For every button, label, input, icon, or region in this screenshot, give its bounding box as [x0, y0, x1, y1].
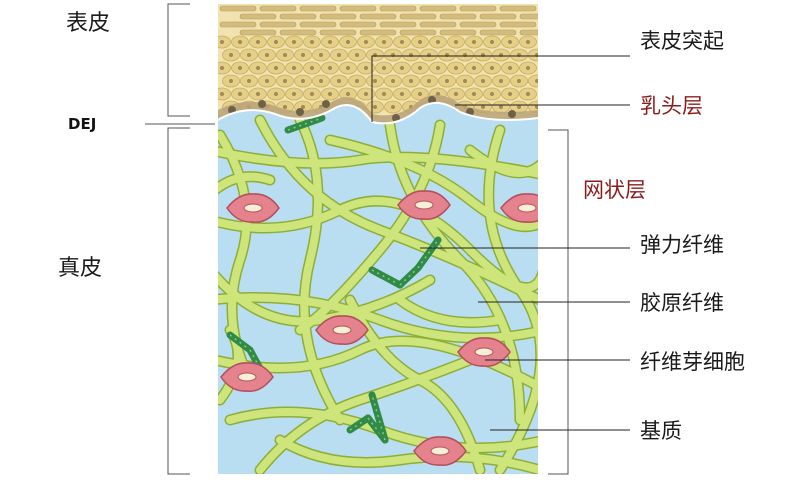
elastic-fiber-label: 弹力纤维: [640, 233, 724, 257]
dermis-label: 真皮: [58, 256, 103, 281]
stratum-corneum: [219, 5, 538, 36]
epidermis-bracket: [145, 3, 215, 125]
fibroblast-cells: [220, 190, 538, 466]
collagen-fiber-label: 胶原纤维: [640, 291, 724, 315]
dermis-bracket: [167, 127, 190, 475]
basal-layer: [218, 94, 538, 124]
papillary-layer-label: 乳头层: [640, 94, 703, 118]
ground-substance-label: 基质: [640, 419, 682, 443]
epidermal-cells: [218, 35, 538, 114]
epidermal-ridge-label: 表皮突起: [640, 29, 724, 53]
dej-label: DEJ: [68, 115, 97, 133]
reticular-layer-label: 网状层: [583, 178, 646, 202]
epidermis-layer: [218, 4, 538, 124]
fibroblast-label: 纤维芽细胞: [640, 350, 745, 374]
leader-lines: [371, 55, 630, 431]
epidermis-label: 表皮: [66, 11, 111, 36]
dermis-layer: [218, 102, 538, 474]
